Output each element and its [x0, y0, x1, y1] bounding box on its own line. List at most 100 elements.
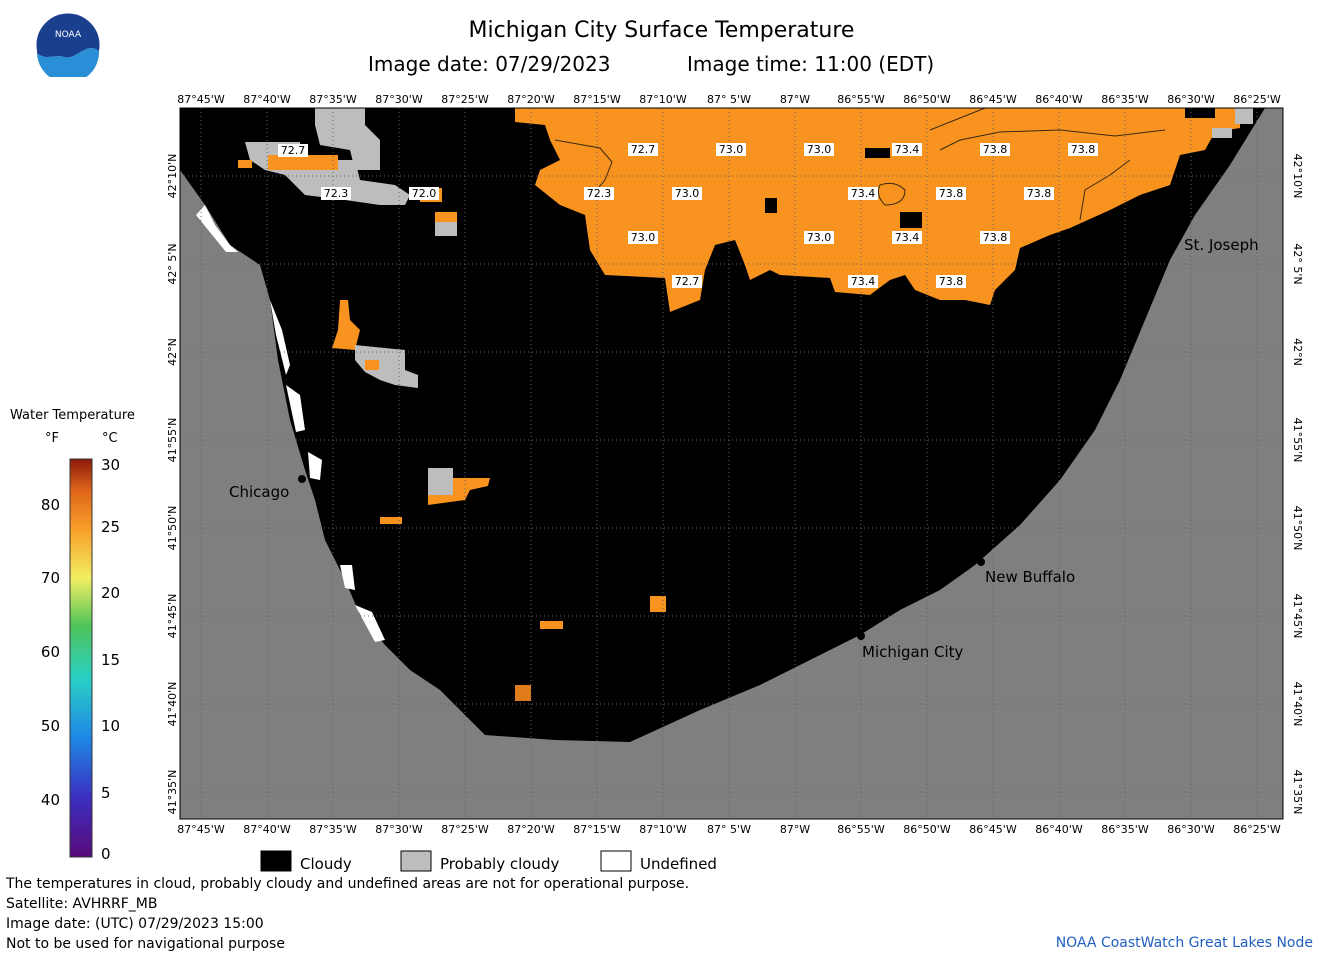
temp-label: 72.3: [584, 187, 614, 200]
city-chicago: Chicago: [229, 475, 306, 501]
svg-text:41°40'N: 41°40'N: [1291, 682, 1304, 727]
undefined-area: [340, 565, 355, 590]
svg-text:87°30'W: 87°30'W: [375, 93, 423, 106]
svg-text:New Buffalo: New Buffalo: [985, 568, 1075, 586]
svg-text:86°40'W: 86°40'W: [1035, 823, 1083, 836]
temp-label: 73.0: [804, 231, 834, 244]
temp-label: 72.7: [278, 144, 308, 157]
svg-text:87°10'W: 87°10'W: [639, 93, 687, 106]
svg-text:87°15'W: 87°15'W: [573, 823, 621, 836]
svg-text:73.4: 73.4: [851, 275, 876, 288]
svg-text:20: 20: [101, 584, 120, 602]
svg-text:73.8: 73.8: [939, 275, 964, 288]
svg-text:41°45'N: 41°45'N: [1291, 594, 1304, 639]
temp-label: 73.8: [936, 187, 966, 200]
undefined-area: [196, 205, 238, 252]
undefined-area: [270, 300, 290, 375]
page-title: Michigan City Surface Temperature: [468, 18, 855, 43]
svg-text:42° 5'N: 42° 5'N: [166, 243, 179, 284]
svg-text:73.0: 73.0: [807, 143, 832, 156]
svg-text:50: 50: [41, 717, 60, 735]
disclaimer-text: The temperatures in cloud, probably clou…: [6, 876, 690, 892]
lat-labels-right: 42°10'N 42° 5'N 42°N 41°55'N 41°50'N 41°…: [1291, 154, 1304, 815]
svg-text:42°N: 42°N: [1291, 338, 1304, 366]
temp-label: 73.4: [848, 187, 878, 200]
svg-text:72.3: 72.3: [587, 187, 612, 200]
navigation-warning: Not to be used for navigational purpose: [6, 936, 285, 952]
probably-cloudy-area: [1212, 128, 1232, 138]
probably-cloudy-area: [355, 345, 418, 388]
svg-text:73.4: 73.4: [895, 143, 920, 156]
svg-text:87°10'W: 87°10'W: [639, 823, 687, 836]
svg-text:87°20'W: 87°20'W: [507, 93, 555, 106]
svg-text:73.4: 73.4: [895, 231, 920, 244]
svg-text:86°35'W: 86°35'W: [1101, 93, 1149, 106]
svg-text:87°40'W: 87°40'W: [243, 823, 291, 836]
svg-text:42°10'N: 42°10'N: [166, 154, 179, 199]
temp-label: 73.4: [848, 275, 878, 288]
svg-text:87°25'W: 87°25'W: [441, 823, 489, 836]
water-temperature-area: [515, 685, 531, 701]
svg-text:86°25'W: 86°25'W: [1233, 823, 1281, 836]
svg-text:87°30'W: 87°30'W: [375, 823, 423, 836]
key-undefined-label: Undefined: [640, 855, 717, 873]
svg-text:25: 25: [101, 518, 120, 536]
temp-label: 73.8: [936, 275, 966, 288]
svg-text:41°40'N: 41°40'N: [166, 682, 179, 727]
svg-text:73.4: 73.4: [851, 187, 876, 200]
water-temperature-area: [515, 108, 1240, 312]
svg-text:10: 10: [101, 717, 120, 735]
credit-text: NOAA CoastWatch Great Lakes Node: [1055, 935, 1313, 951]
svg-text:73.8: 73.8: [1071, 143, 1096, 156]
svg-text:87°45'W: 87°45'W: [177, 93, 225, 106]
svg-text:5: 5: [101, 784, 111, 802]
svg-text:72.3: 72.3: [324, 187, 349, 200]
probably-cloudy-area: [315, 108, 380, 170]
svg-text:73.8: 73.8: [983, 143, 1008, 156]
temp-label: 72.7: [628, 143, 658, 156]
temp-label: 73.4: [892, 231, 922, 244]
svg-text:86°55'W: 86°55'W: [837, 823, 885, 836]
cloudy-swatch: [260, 850, 292, 872]
svg-text:60: 60: [41, 643, 60, 661]
svg-text:87°25'W: 87°25'W: [441, 93, 489, 106]
temp-label: 73.0: [716, 143, 746, 156]
legend-f-ticks: 80 70 60 50 40: [41, 496, 60, 809]
svg-text:86°50'W: 86°50'W: [903, 823, 951, 836]
svg-text:87°15'W: 87°15'W: [573, 93, 621, 106]
lon-labels-bottom: 87°45'W 87°40'W 87°35'W 87°30'W 87°25'W …: [177, 823, 1281, 836]
svg-text:86°30'W: 86°30'W: [1167, 93, 1215, 106]
temp-label: 73.0: [804, 143, 834, 156]
city-st-joseph: St. Joseph: [1184, 236, 1259, 254]
probably-cloudy-area: [428, 468, 453, 500]
svg-text:72.7: 72.7: [281, 144, 306, 157]
temp-label: 73.0: [672, 187, 702, 200]
svg-text:87°W: 87°W: [780, 93, 810, 106]
svg-text:72.7: 72.7: [631, 143, 656, 156]
svg-text:87°35'W: 87°35'W: [309, 823, 357, 836]
svg-text:40: 40: [41, 791, 60, 809]
undefined-area: [355, 605, 385, 642]
svg-text:30: 30: [101, 456, 120, 474]
svg-text:86°55'W: 86°55'W: [837, 93, 885, 106]
temp-label: 73.8: [980, 231, 1010, 244]
legend-title: Water Temperature: [10, 408, 135, 423]
svg-text:73.0: 73.0: [675, 187, 700, 200]
undefined-area: [308, 452, 322, 480]
water-temperature-area: [380, 517, 402, 524]
temp-label: 73.8: [980, 143, 1010, 156]
noaa-logo: NOAA: [36, 13, 100, 77]
svg-text:42° 5'N: 42° 5'N: [1291, 243, 1304, 284]
image-date: Image date: 07/29/2023: [368, 52, 611, 76]
probably-cloudy-area: [1235, 108, 1253, 124]
svg-text:72.0: 72.0: [412, 187, 437, 200]
utc-date-text: Image date: (UTC) 07/29/2023 15:00: [6, 916, 264, 932]
color-scale-bar: [69, 458, 93, 858]
svg-text:42°N: 42°N: [166, 338, 179, 366]
svg-text:42°10'N: 42°10'N: [1291, 154, 1304, 199]
temp-label: 73.0: [628, 231, 658, 244]
svg-text:86°40'W: 86°40'W: [1035, 93, 1083, 106]
svg-text:80: 80: [41, 496, 60, 514]
svg-text:73.8: 73.8: [939, 187, 964, 200]
